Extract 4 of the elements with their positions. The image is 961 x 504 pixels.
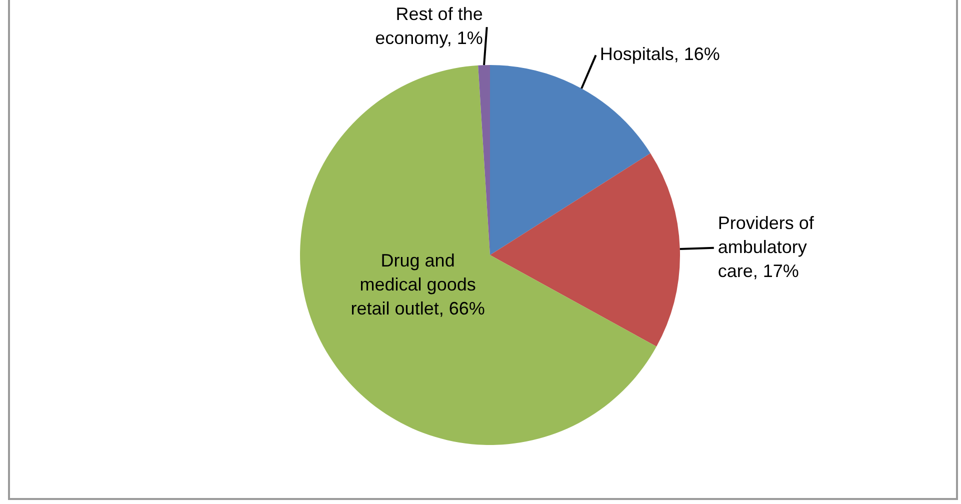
slice-label: Providers of ambulatory care, 17% — [718, 212, 815, 281]
slice-label: Hospitals, 16% — [600, 44, 720, 64]
slice-label: Drug and medical goods retail outlet, 66% — [350, 250, 485, 319]
slice-label: Rest of the economy, 1% — [375, 4, 483, 48]
